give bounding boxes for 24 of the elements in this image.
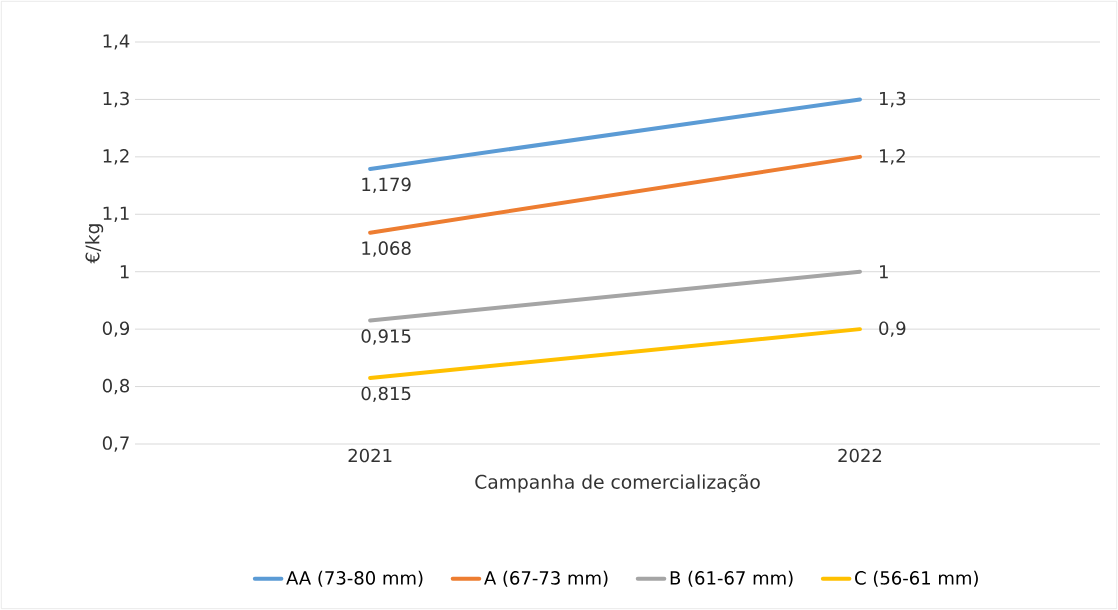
data-label: 0,9 [879,321,906,337]
y-axis-title: €/kg [85,224,104,264]
legend-label: C (56-61 mm) [855,570,978,587]
data-label: 1 [880,265,888,279]
y-tick-label: 0,9 [102,321,130,337]
legend-label: AA (73-80 mm) [286,570,423,587]
y-tick-label: 1,2 [103,149,129,165]
data-label: 1,068 [362,241,411,257]
x-tick-label: 2021 [348,448,392,463]
data-label: 1,179 [362,177,411,194]
y-tick-label: 1,3 [103,91,129,108]
data-label: 1,2 [880,149,905,165]
legend-label: A (67-73 mm) [484,570,608,587]
y-tick-label: 0,7 [102,436,129,452]
x-tick-label: 2022 [838,448,882,463]
data-label: 0,815 [361,386,411,403]
y-tick-label: 1 [120,265,129,279]
y-tick-label: 1,1 [103,206,129,222]
x-axis-title: Campanha de comercialização [475,474,760,493]
data-label: 0,915 [361,329,411,345]
y-tick-label: 0,8 [102,378,130,395]
y-tick-label: 1,4 [103,34,130,50]
data-label: 1,3 [880,91,906,108]
legend-label: B (61-67 mm) [670,570,793,587]
